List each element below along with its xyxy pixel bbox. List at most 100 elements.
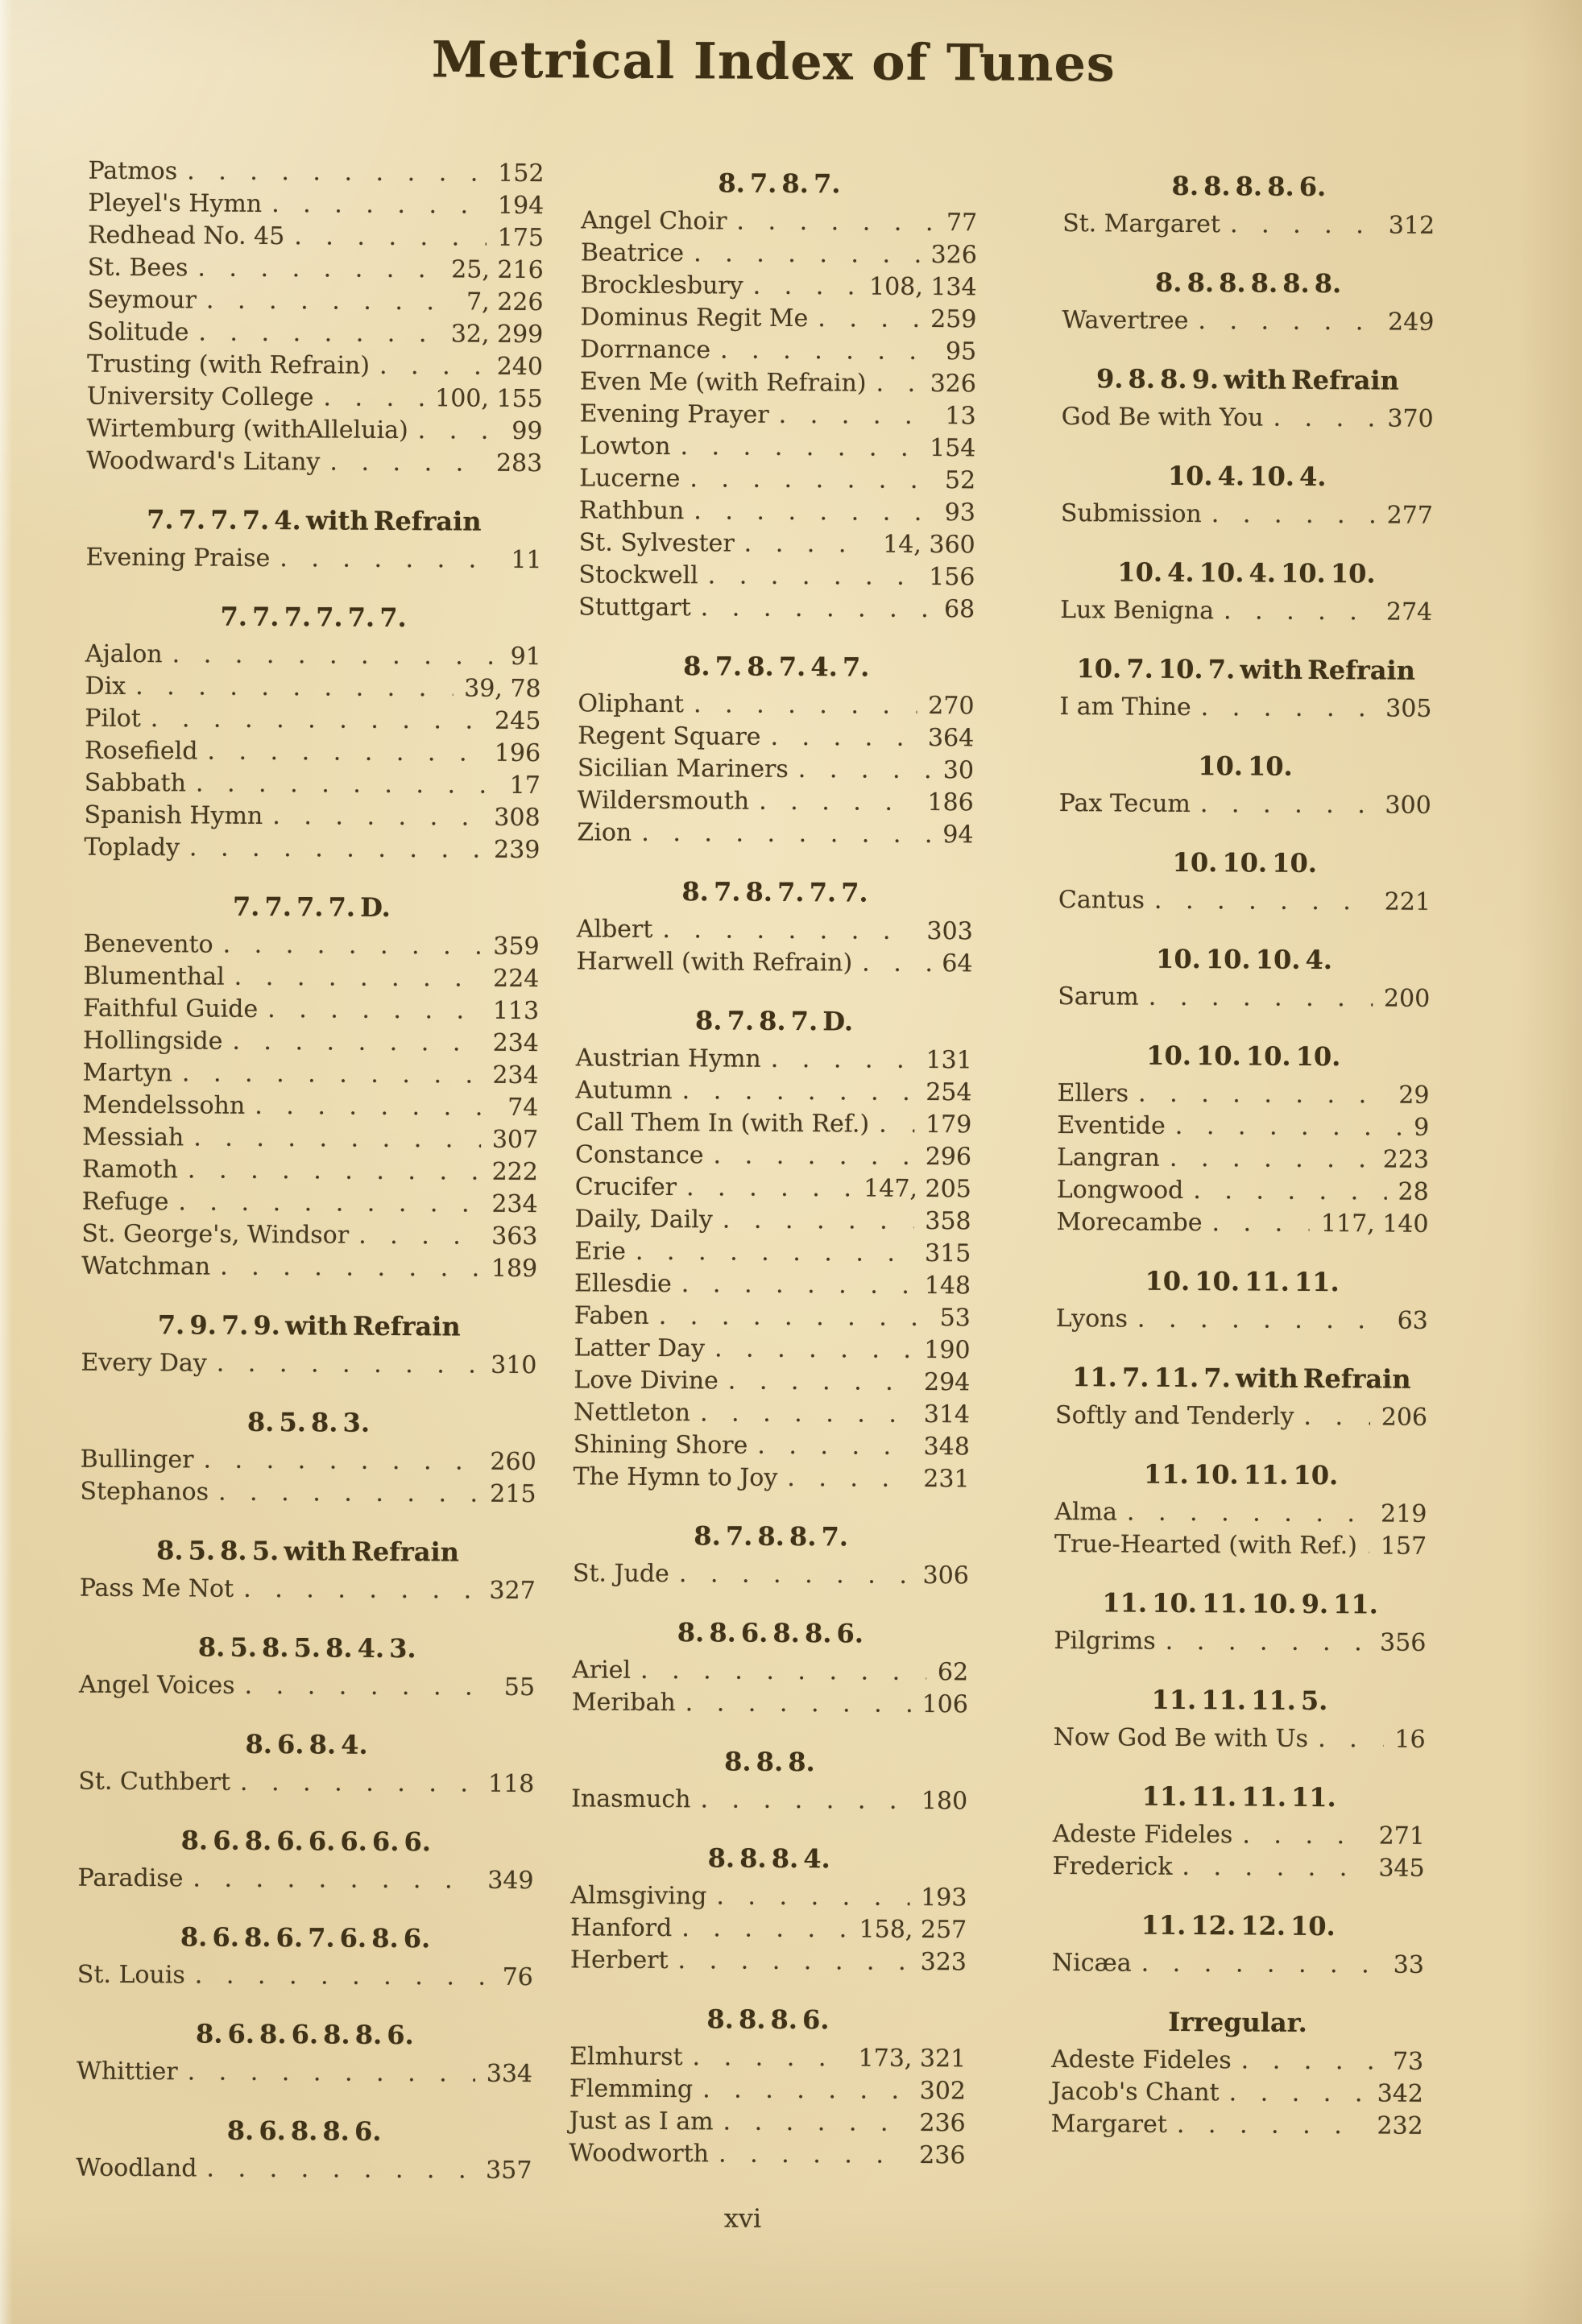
tune-name: Sicilian Mariners	[577, 754, 789, 784]
dot-leader	[323, 382, 424, 415]
tune-name: Meribah	[571, 1688, 676, 1718]
index-entry: The Hymn to Joy 231	[573, 1461, 970, 1495]
meter-section: 10. 7. 10. 7. with Refrain I am Thine 305	[1059, 651, 1432, 726]
meter-heading: 8. 7. 8. 7. 7. 7.	[681, 876, 868, 908]
dot-leader	[1193, 1175, 1387, 1208]
dot-leader	[1166, 1626, 1369, 1660]
dot-leader	[1149, 982, 1373, 1015]
index-entry: Hanford 158, 257	[570, 1912, 967, 1946]
dot-leader	[677, 1945, 909, 1979]
tune-name: Latter Day	[574, 1334, 706, 1363]
hymn-page-number: 147, 205	[863, 1174, 971, 1204]
dot-leader	[700, 1397, 913, 1431]
index-entry: God Be with You 370	[1062, 401, 1434, 436]
dot-leader	[640, 1655, 926, 1689]
tune-name: Trusting (with Refrain)	[86, 349, 371, 380]
dot-leader	[753, 271, 859, 304]
tune-name: Even Me (with Refrain)	[579, 367, 867, 398]
tune-name: Dorrnance	[580, 335, 711, 365]
dot-leader	[267, 994, 482, 1028]
hymn-page-number: 364	[927, 724, 975, 753]
dot-leader	[719, 2138, 908, 2171]
index-entry: Dorrnance 95	[580, 333, 976, 368]
hymn-page-number: 186	[927, 788, 974, 817]
tune-name: Wildersmouth	[577, 786, 750, 816]
meter-heading: 8. 7. 8. 8. 7.	[694, 1520, 849, 1553]
tune-name: Pleyel's Hymn	[88, 188, 263, 218]
meter-heading: 10. 10. 11. 11.	[1145, 1265, 1340, 1298]
meter-heading: 10. 7. 10. 7. with Refrain	[1076, 653, 1416, 686]
tune-name: Blumenthal	[83, 961, 225, 991]
index-entry: Autumn 254	[575, 1074, 971, 1109]
hymn-page-number: 221	[1384, 887, 1431, 916]
dot-leader	[1273, 403, 1376, 436]
hymn-page-number: 25, 216	[451, 255, 544, 285]
tune-name: Flemming	[569, 2074, 694, 2104]
dot-leader	[681, 1913, 848, 1946]
hymn-page-number: 190	[924, 1336, 971, 1365]
hymn-page-number: 11	[511, 545, 542, 575]
tune-name: Erie	[574, 1237, 627, 1266]
hymn-page-number: 219	[1380, 1499, 1427, 1528]
index-entry: St. George's, Windsor 363	[81, 1218, 537, 1253]
meter-heading: 8. 8. 8. 6.	[706, 2004, 830, 2036]
tune-name: St. Margaret	[1062, 209, 1221, 239]
meter-section: 8. 7. 8. 7.Angel Choir77Beatrice326Brock…	[578, 164, 977, 626]
index-entry: Beatrice 326	[581, 237, 977, 271]
index-entry: Angel Voices 55	[79, 1669, 535, 1704]
hymn-page-number: 302	[919, 2076, 967, 2106]
hymn-page-number: 312	[1388, 211, 1435, 240]
tune-name: Woodworth	[569, 2139, 710, 2169]
tune-name: Pilgrims	[1054, 1627, 1156, 1656]
index-entry: Watchman 189	[81, 1251, 537, 1285]
dot-leader	[151, 703, 483, 738]
dot-leader	[720, 334, 934, 368]
meter-heading: 8. 6. 8. 6. 8. 8. 6.	[195, 2018, 414, 2051]
hymn-page-number: 13	[945, 402, 976, 431]
hymn-page-number: 283	[495, 449, 543, 478]
index-entry: Even Me (with Refrain) 326	[580, 366, 976, 400]
meter-heading: 8. 5. 8. 5. 8. 4. 3.	[197, 1631, 416, 1664]
meter-section: 9. 8. 8. 9. with Refrain God Be with You 3…	[1062, 361, 1435, 436]
dot-leader	[744, 528, 872, 561]
dot-leader	[700, 1784, 910, 1817]
index-entry: Mendelssohn 74	[82, 1090, 538, 1124]
dot-leader	[1230, 209, 1377, 242]
hymn-page-number: 68	[943, 595, 975, 624]
index-entry: Stuttgart 68	[578, 591, 975, 626]
index-entry: Bullinger 260	[81, 1444, 536, 1478]
hymn-page-number: 215	[490, 1479, 536, 1509]
hymn-page-number: 194	[497, 191, 545, 221]
tune-name: Woodward's Litany	[86, 446, 321, 477]
hymn-page-number: 305	[1385, 694, 1432, 723]
meter-section: 8. 7. 8. 7. 4. 7.Oliphant270Regent Squar…	[577, 647, 975, 851]
tune-name: Ellers	[1057, 1079, 1129, 1108]
hymn-page-number: 76	[502, 1962, 533, 1992]
tune-name: Now God Be with Us	[1053, 1723, 1309, 1753]
dot-leader	[692, 2041, 847, 2074]
hymn-page-number: 223	[1382, 1145, 1430, 1174]
index-entry: Sarum 200	[1058, 981, 1430, 1015]
meter-heading: 8. 6. 8. 8. 6.	[226, 2115, 382, 2147]
index-entry: Woodland 357	[76, 2152, 532, 2187]
meter-heading: 8. 8. 8. 8. 6.	[1171, 170, 1327, 203]
hymn-page-number: 74	[507, 1093, 539, 1123]
tune-name: Jacob's Chant	[1050, 2077, 1220, 2107]
tune-name: True-Hearted (with Ref.)	[1054, 1530, 1357, 1561]
meter-section: 8. 7. 8. 7. D.Austrian Hymn131Autumn254C…	[573, 1002, 972, 1495]
hymn-page-number: 300	[1385, 791, 1431, 820]
index-entry: Austrian Hymn 131	[576, 1042, 972, 1077]
index-entry: Adeste Fideles 271	[1053, 1818, 1425, 1853]
index-entry: Softly and Tenderly 206	[1055, 1400, 1427, 1434]
dot-leader	[1138, 1078, 1387, 1112]
tune-name: Rathbun	[578, 496, 685, 526]
hymn-page-number: 52	[944, 466, 976, 495]
dot-leader	[818, 303, 919, 336]
tune-name: Whittier	[76, 2057, 178, 2086]
dot-leader	[1229, 2077, 1366, 2110]
hymn-page-number: 131	[926, 1046, 972, 1075]
tune-name: Seymour	[87, 285, 197, 315]
meter-section: 11. 11. 11. 11.Adeste Fideles271Frederic…	[1053, 1778, 1426, 1885]
meter-section: 11. 7. 11. 7. with Refrain Softly and Ten…	[1055, 1359, 1428, 1434]
meter-section: 11. 12. 12. 10. Nicæa 33	[1052, 1907, 1425, 1982]
